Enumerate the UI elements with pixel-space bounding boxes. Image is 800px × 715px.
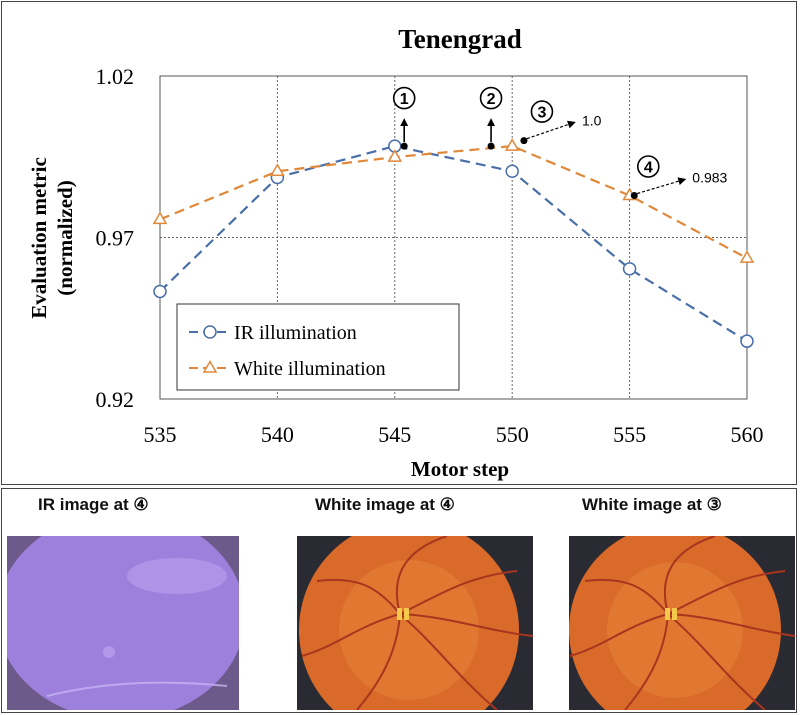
- annotation-marker-4: 4: [644, 160, 653, 177]
- tenengrad-chart: Tenengrad 0.920.971.02 535 540 545 550 555 56…: [27, 24, 764, 481]
- annotation-marker-1: 1: [400, 91, 409, 108]
- series-group: [152, 138, 755, 348]
- annotation-marker-circle: [392, 86, 416, 110]
- annotation-point: [400, 142, 408, 150]
- x-tick-label: 555: [613, 422, 646, 447]
- white-image-4-label: White image at ④: [315, 495, 455, 514]
- white-image-4: [297, 536, 533, 710]
- annotation-value: 1.0: [582, 113, 602, 129]
- data-point-ir: [622, 262, 637, 276]
- annotation-group: 1 2 1.0 3 0.983 4: [392, 86, 728, 200]
- chart-panel: Tenengrad 0.92 0.97 1.02 535 540 545 550 555 56…: [1, 1, 797, 485]
- y-tick-label: 1.02: [96, 64, 135, 89]
- annotation-marker-circle: [530, 100, 554, 123]
- annotation-point: [520, 137, 528, 145]
- data-point-white: [152, 211, 168, 225]
- legend-white-label: White illumination: [234, 358, 386, 380]
- annotation-point: [630, 192, 638, 200]
- data-point-white: [504, 138, 520, 151]
- white-image-3: [569, 536, 795, 710]
- x-tick-label: 535: [144, 422, 177, 447]
- annotation-marker-circle: [479, 86, 503, 110]
- data-point-white: [270, 163, 285, 177]
- chart-title: Tenengrad: [398, 24, 522, 54]
- legend-ir-label: IR illumination: [234, 322, 357, 344]
- legend-white-marker: [202, 359, 218, 373]
- annotation-value: 0.983: [692, 170, 727, 186]
- annotation-point: [487, 142, 495, 150]
- data-point-white: [387, 149, 403, 162]
- ir-image-label: IR image at ④: [38, 495, 149, 514]
- annotation-marker-3: 3: [537, 105, 546, 122]
- x-tick-label: 550: [496, 422, 529, 447]
- x-axis-label: Motor step: [411, 457, 509, 481]
- y-tick-label: 0.92: [96, 387, 135, 412]
- series-line-0: [159, 144, 748, 343]
- legend-box: [176, 303, 460, 391]
- annotation-marker-2: 2: [487, 91, 496, 108]
- y-axis-label: Evaluation metric (normalized): [27, 157, 77, 319]
- annotation-arrow: [526, 120, 576, 140]
- white-image-3-label: White image at ③: [582, 495, 722, 514]
- x-tick-labels: 535 540 545 550 555 560: [144, 422, 764, 447]
- data-point-white: [739, 250, 755, 263]
- legend-ir-marker: [203, 325, 217, 339]
- x-tick-label: 560: [731, 422, 764, 447]
- y-axis-label-line1: Evaluation metric: [27, 157, 51, 319]
- data-point-ir: [740, 334, 754, 348]
- x-tick-label: 545: [378, 422, 411, 447]
- plot-area-border: [159, 75, 748, 400]
- y-tick-label: 0.97: [96, 226, 135, 251]
- data-point-ir: [505, 164, 519, 179]
- legend: IR illumination White illumination: [176, 303, 460, 391]
- y-axis-label-line2: (normalized): [53, 180, 77, 295]
- x-tick-label: 540: [261, 422, 294, 447]
- data-point-ir: [153, 284, 167, 299]
- y-tick-labels: 0.92 0.97 1.02: [96, 64, 135, 412]
- annotation-arrow: [637, 177, 687, 195]
- series-line-1: [159, 144, 748, 260]
- annotation-marker-circle: [636, 155, 660, 178]
- photo-panel: IR image at ④ White image at ④ White ima…: [1, 488, 797, 713]
- ir-image: [7, 536, 239, 710]
